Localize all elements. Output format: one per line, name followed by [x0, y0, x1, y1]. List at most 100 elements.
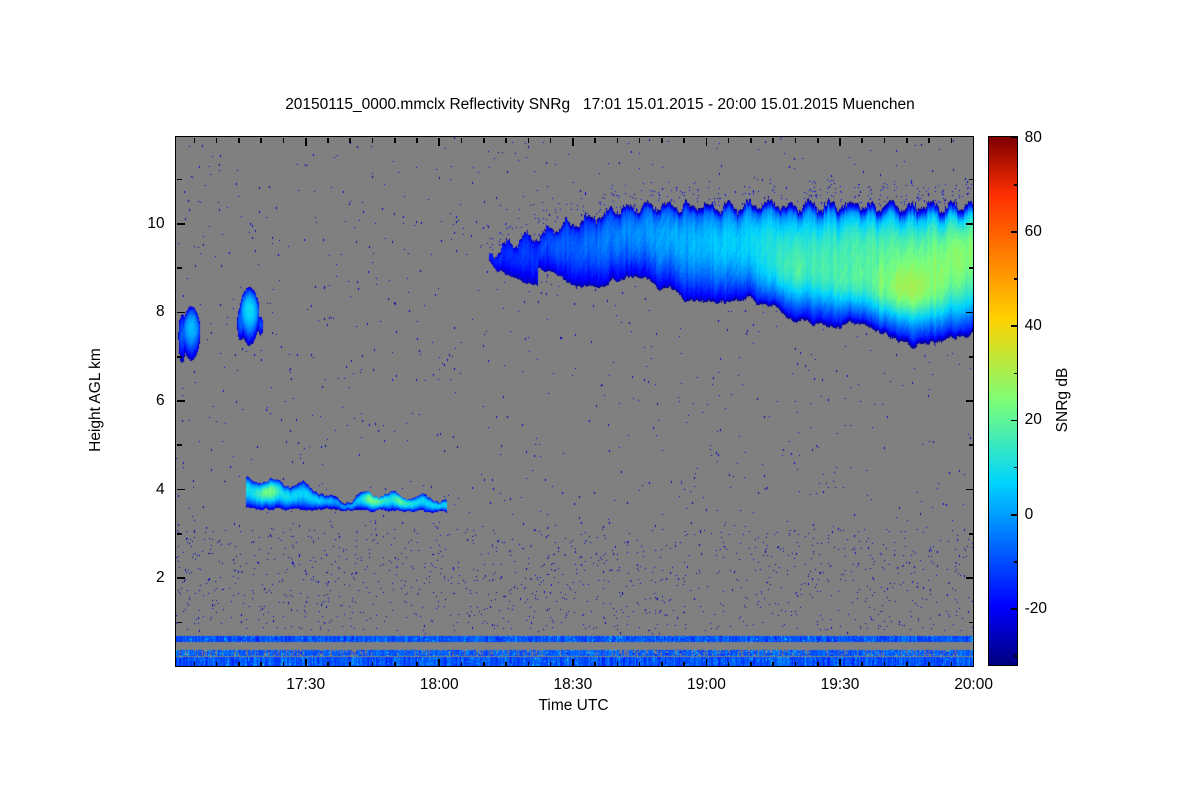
- x-tick-major-top: [304, 137, 307, 146]
- x-tick-minor-top: [750, 137, 752, 143]
- y-tick-major: [176, 223, 185, 225]
- x-tick-minor: [594, 661, 596, 667]
- x-tick-minor-top: [661, 137, 663, 143]
- x-tick-minor-top: [393, 137, 396, 143]
- y-tick-minor-right: [968, 178, 974, 181]
- y-tick-minor: [176, 355, 182, 358]
- colorbar-tick-label: 40: [1024, 317, 1042, 335]
- x-tick-minor: [661, 661, 663, 667]
- x-tick-minor-top: [327, 137, 329, 143]
- x-tick-major: [572, 658, 574, 667]
- x-tick-label: 20:00: [954, 675, 993, 693]
- y-tick-major-right: [965, 400, 974, 402]
- x-tick-minor: [906, 661, 908, 667]
- x-tick-minor-top: [727, 137, 730, 143]
- y-tick-minor: [176, 621, 182, 624]
- x-tick-minor: [371, 661, 374, 667]
- x-tick-minor: [460, 661, 463, 667]
- y-tick-minor: [176, 532, 182, 535]
- x-tick-minor: [683, 661, 685, 667]
- x-tick-minor: [727, 661, 730, 667]
- y-tick-major: [176, 577, 185, 579]
- y-tick-label: 8: [155, 303, 165, 321]
- x-tick-minor: [883, 661, 886, 667]
- colorbar-tick-minor: [1013, 278, 1018, 280]
- y-tick-major: [176, 400, 185, 402]
- x-tick-minor: [928, 661, 930, 667]
- colorbar-tick-major: [1010, 419, 1018, 422]
- colorbar-tick-minor: [1013, 183, 1018, 186]
- colorbar-tick-major: [1010, 608, 1018, 610]
- x-tick-minor-top: [683, 137, 685, 143]
- x-tick-major-top: [839, 137, 841, 146]
- x-tick-minor-top: [527, 137, 530, 143]
- page-title: 20150115_0000.mmclx Reflectivity SNRg 17…: [285, 96, 915, 113]
- x-tick-major-top: [572, 137, 574, 146]
- colorbar-tick-label: 0: [1024, 505, 1034, 523]
- colorbar-tick-major: [1010, 231, 1018, 233]
- y-tick-label: 6: [155, 391, 165, 409]
- y-tick-major: [176, 488, 185, 491]
- colorbar: [988, 136, 1018, 666]
- x-tick-minor: [816, 661, 819, 667]
- y-tick-label: 2: [155, 569, 165, 587]
- colorbar-tick-major: [1010, 325, 1018, 327]
- x-tick-minor-top: [794, 137, 797, 143]
- x-tick-minor: [260, 661, 262, 667]
- colorbar-label: SNRg dB: [1054, 367, 1071, 433]
- colorbar-tick-label: 60: [1024, 222, 1042, 240]
- x-tick-major: [972, 658, 975, 667]
- y-axis-label: Height AGL km: [87, 348, 104, 452]
- x-tick-label: 18:00: [419, 675, 459, 693]
- x-tick-major: [839, 658, 841, 667]
- colorbar-tick-major: [1010, 513, 1018, 516]
- x-tick-minor: [861, 661, 864, 667]
- x-tick-minor-top: [260, 137, 262, 143]
- y-tick-major: [176, 311, 185, 314]
- x-tick-minor: [193, 661, 196, 667]
- y-tick-minor-right: [968, 532, 974, 535]
- x-tick-minor: [616, 661, 619, 667]
- reflectivity-heatmap: [176, 137, 973, 666]
- x-tick-minor: [393, 661, 396, 667]
- x-tick-minor-top: [460, 137, 463, 143]
- x-tick-major: [705, 658, 708, 667]
- x-tick-minor-top: [505, 137, 507, 143]
- colorbar-tick-label: -20: [1024, 600, 1047, 618]
- x-tick-minor-top: [215, 137, 218, 143]
- x-tick-minor-top: [816, 137, 819, 143]
- x-tick-minor: [772, 661, 775, 667]
- x-tick-major-top: [705, 137, 708, 146]
- colorbar-tick-minor: [1013, 655, 1018, 657]
- x-axis-label: Time UTC: [538, 697, 609, 714]
- y-tick-major-right: [965, 488, 974, 491]
- y-tick-minor-right: [968, 621, 974, 624]
- colorbar-tick-label: 20: [1024, 411, 1042, 429]
- x-tick-minor-top: [906, 137, 908, 143]
- y-tick-minor: [176, 444, 182, 447]
- x-tick-minor: [794, 661, 797, 667]
- x-tick-minor-top: [928, 137, 930, 143]
- x-tick-minor: [483, 661, 485, 667]
- x-tick-minor-top: [349, 137, 352, 143]
- y-tick-label: 4: [155, 480, 165, 498]
- y-tick-major-right: [965, 223, 974, 225]
- x-tick-minor: [282, 661, 285, 667]
- x-tick-minor: [638, 661, 641, 667]
- x-tick-minor: [527, 661, 530, 667]
- x-tick-minor-top: [883, 137, 886, 143]
- x-tick-major-top: [972, 137, 975, 146]
- x-tick-minor: [238, 661, 240, 667]
- x-tick-minor-top: [772, 137, 775, 143]
- x-tick-minor: [505, 661, 507, 667]
- x-tick-minor: [327, 661, 329, 667]
- x-tick-minor-top: [950, 137, 953, 143]
- x-tick-label: 17:30: [286, 675, 326, 693]
- x-tick-minor: [950, 661, 953, 667]
- y-tick-major-right: [965, 577, 974, 579]
- x-tick-minor: [750, 661, 752, 667]
- x-tick-minor-top: [483, 137, 485, 143]
- x-tick-label: 19:00: [687, 675, 726, 693]
- colorbar-tick-label: 80: [1024, 128, 1042, 146]
